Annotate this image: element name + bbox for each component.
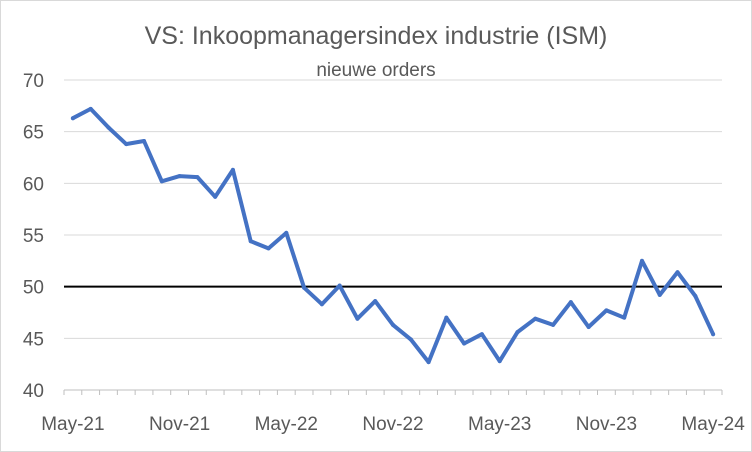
data-point-mar-22 <box>248 239 253 244</box>
gridlines <box>64 79 722 391</box>
data-point-may-22 <box>284 230 289 235</box>
y-tick-label-45: 45 <box>23 329 44 350</box>
chart-subtitle: nieuwe orders <box>316 60 436 81</box>
x-tick-label-may-21: May-21 <box>41 414 104 435</box>
series-group <box>70 106 716 365</box>
data-point-aug-22 <box>337 283 342 288</box>
data-point-dec-23 <box>622 315 627 320</box>
data-point-jul-23 <box>533 316 538 321</box>
y-tick-label-65: 65 <box>23 123 44 144</box>
data-point-dec-22 <box>408 337 413 342</box>
data-point-nov-23 <box>604 308 609 313</box>
data-point-may-21 <box>70 116 75 121</box>
x-tick-label-may-22: May-22 <box>255 414 318 435</box>
x-tick-label-may-23: May-23 <box>468 414 531 435</box>
data-point-apr-23 <box>479 332 484 337</box>
data-point-jun-22 <box>302 285 307 290</box>
data-point-oct-22 <box>373 299 378 304</box>
data-point-sep-22 <box>355 316 360 321</box>
data-point-oct-23 <box>586 324 591 329</box>
data-point-jan-24 <box>639 258 644 263</box>
y-tick-label-40: 40 <box>23 381 44 402</box>
y-tick-label-55: 55 <box>23 226 44 247</box>
data-point-feb-22 <box>230 167 235 172</box>
data-point-may-24 <box>711 332 716 337</box>
x-tick-label-nov-22: Nov-22 <box>362 414 423 435</box>
y-tick-label-50: 50 <box>23 278 44 299</box>
data-point-aug-21 <box>124 142 129 147</box>
x-tick-label-nov-23: Nov-23 <box>576 414 637 435</box>
data-point-feb-23 <box>444 315 449 320</box>
x-axis-ticks: May-21 Nov-21 May-22 Nov-22 May-23 Nov-23 May-… <box>41 390 745 435</box>
data-point-jan-22 <box>213 194 218 199</box>
data-point-sep-23 <box>568 300 573 305</box>
data-point-mar-23 <box>462 341 467 346</box>
data-point-apr-24 <box>693 293 698 298</box>
data-point-mar-24 <box>675 270 680 275</box>
data-point-may-23 <box>497 359 502 364</box>
chart-title: VS: Inkoopmanagersindex industrie (ISM) <box>144 22 608 50</box>
data-point-jun-21 <box>88 106 93 111</box>
data-point-nov-22 <box>391 322 395 327</box>
data-point-aug-23 <box>551 322 556 327</box>
y-axis-ticks: 40 45 50 55 60 65 70 <box>23 71 44 402</box>
y-tick-label-60: 60 <box>23 174 44 195</box>
data-point-oct-21 <box>159 179 164 184</box>
x-tick-label-may-24: May-24 <box>681 414 745 435</box>
data-point-sep-21 <box>142 138 147 143</box>
data-point-jul-21 <box>106 125 111 130</box>
y-tick-label-70: 70 <box>23 71 44 92</box>
data-point-dec-21 <box>195 175 200 180</box>
data-point-jun-23 <box>515 330 520 335</box>
data-point-jan-23 <box>426 360 431 365</box>
data-point-jul-22 <box>319 302 324 307</box>
data-point-nov-21 <box>177 174 182 179</box>
x-tick-label-nov-21: Nov-21 <box>149 414 210 435</box>
data-point-apr-22 <box>266 246 271 251</box>
data-point-feb-24 <box>657 292 662 297</box>
